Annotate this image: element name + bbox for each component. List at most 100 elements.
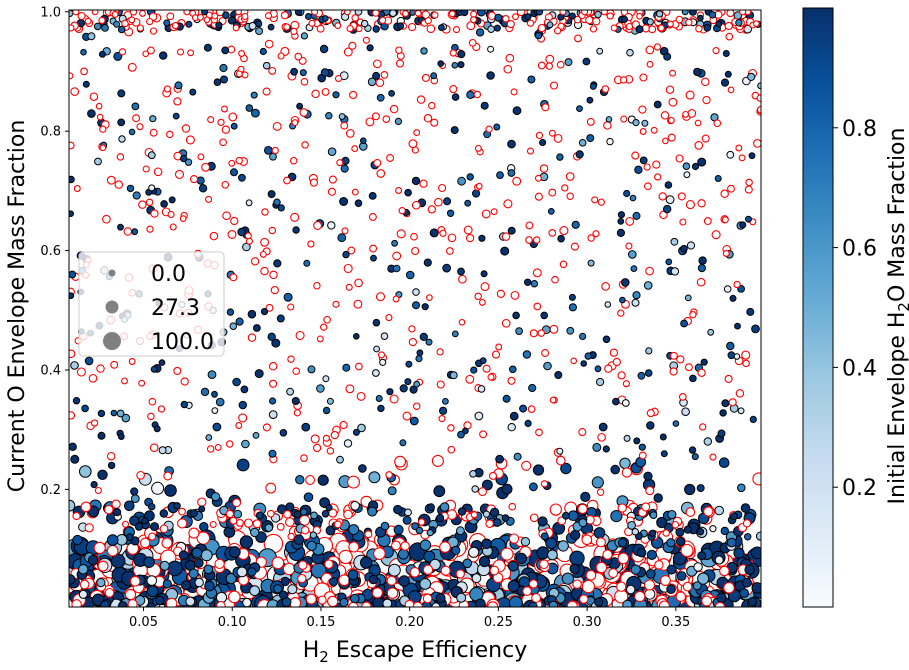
- scatter-point: [605, 116, 613, 123]
- scatter-point: [532, 464, 545, 476]
- scatter-point: [196, 176, 205, 185]
- scatter-point: [320, 68, 330, 77]
- scatter-point: [545, 537, 558, 550]
- scatter-point: [163, 85, 172, 93]
- scatter-point: [437, 60, 445, 67]
- scatter-point: [628, 250, 637, 259]
- scatter-point: [227, 230, 237, 239]
- scatter-point: [679, 218, 687, 226]
- scatter-point: [698, 256, 707, 265]
- scatter-point: [373, 547, 386, 560]
- scatter-point: [469, 470, 477, 478]
- scatter-point: [265, 303, 274, 312]
- scatter-point: [148, 184, 156, 192]
- scatter-point: [389, 394, 399, 404]
- scatter-point: [470, 366, 478, 374]
- scatter-point: [121, 413, 131, 423]
- scatter-point: [100, 600, 110, 607]
- scatter-point: [753, 20, 760, 27]
- scatter-point: [404, 599, 415, 607]
- scatter-point: [643, 163, 651, 171]
- scatter-point: [87, 554, 99, 566]
- scatter-point: [428, 101, 436, 110]
- scatter-point: [185, 20, 193, 28]
- x-tick-label: 0.25: [484, 615, 513, 630]
- scatter-point: [248, 22, 257, 30]
- scatter-point: [556, 60, 565, 69]
- scatter-point: [139, 10, 146, 17]
- scatter-point: [398, 207, 406, 215]
- x-tick-label: 0.10: [218, 615, 247, 630]
- scatter-point: [724, 70, 732, 78]
- scatter-point: [585, 569, 597, 581]
- scatter-point: [582, 57, 591, 66]
- scatter-point: [269, 152, 277, 161]
- scatter-point: [717, 429, 726, 438]
- scatter-point: [604, 364, 613, 373]
- scatter-point: [457, 176, 467, 186]
- scatter-point: [643, 579, 656, 591]
- scatter-point: [423, 114, 433, 123]
- scatter-point: [181, 124, 191, 133]
- scatter-point: [735, 389, 745, 398]
- scatter-point: [194, 577, 204, 588]
- scatter-point: [241, 71, 249, 79]
- scatter-point: [292, 226, 300, 234]
- scatter-point: [84, 17, 92, 25]
- scatter-point: [228, 546, 241, 558]
- scatter-point: [198, 505, 206, 513]
- scatter-point: [93, 22, 102, 31]
- scatter-point: [110, 360, 119, 369]
- scatter-point: [593, 527, 606, 539]
- scatter-point: [416, 95, 426, 104]
- scatter-point: [252, 519, 262, 529]
- scatter-point: [744, 185, 753, 194]
- scatter-point: [570, 357, 578, 365]
- scatter-point: [142, 50, 150, 58]
- scatter-point: [630, 265, 638, 273]
- scatter-point: [610, 509, 623, 523]
- scatter-point: [69, 270, 77, 279]
- scatter-point: [360, 137, 367, 144]
- scatter-point: [395, 187, 403, 194]
- scatter-point: [625, 216, 635, 226]
- scatter-point: [749, 415, 757, 423]
- scatter-point: [199, 522, 209, 532]
- scatter-point: [562, 511, 570, 520]
- scatter-point: [114, 180, 124, 189]
- scatter-point: [82, 80, 90, 88]
- scatter-point: [475, 598, 486, 607]
- scatter-point: [354, 278, 363, 288]
- scatter-point: [426, 24, 436, 34]
- scatter-point: [501, 514, 510, 522]
- scatter-point: [402, 10, 409, 18]
- scatter-point: [695, 24, 703, 33]
- scatter-point: [168, 196, 176, 204]
- scatter-point: [436, 348, 444, 356]
- scatter-point: [69, 292, 75, 299]
- scatter-point: [602, 335, 611, 344]
- scatter-point: [320, 323, 328, 331]
- legend-marker: [105, 300, 119, 314]
- scatter-point: [78, 589, 88, 599]
- scatter-point: [691, 453, 699, 461]
- scatter-point: [733, 280, 741, 289]
- scatter-point: [159, 51, 168, 60]
- scatter-point: [327, 221, 336, 230]
- scatter-point: [221, 180, 230, 189]
- scatter-point: [650, 126, 658, 134]
- scatter-point: [269, 270, 278, 280]
- scatter-point: [142, 165, 150, 173]
- scatter-point: [508, 502, 517, 511]
- scatter-point: [625, 22, 634, 31]
- scatter-point: [465, 233, 475, 243]
- scatter-point: [672, 420, 680, 427]
- scatter-point: [451, 330, 459, 338]
- scatter-point: [420, 47, 428, 55]
- scatter-point: [625, 242, 633, 250]
- scatter-point: [242, 597, 252, 607]
- scatter-point: [728, 398, 737, 407]
- scatter-point: [621, 278, 630, 287]
- scatter-point: [685, 200, 695, 210]
- scatter-point: [675, 154, 684, 163]
